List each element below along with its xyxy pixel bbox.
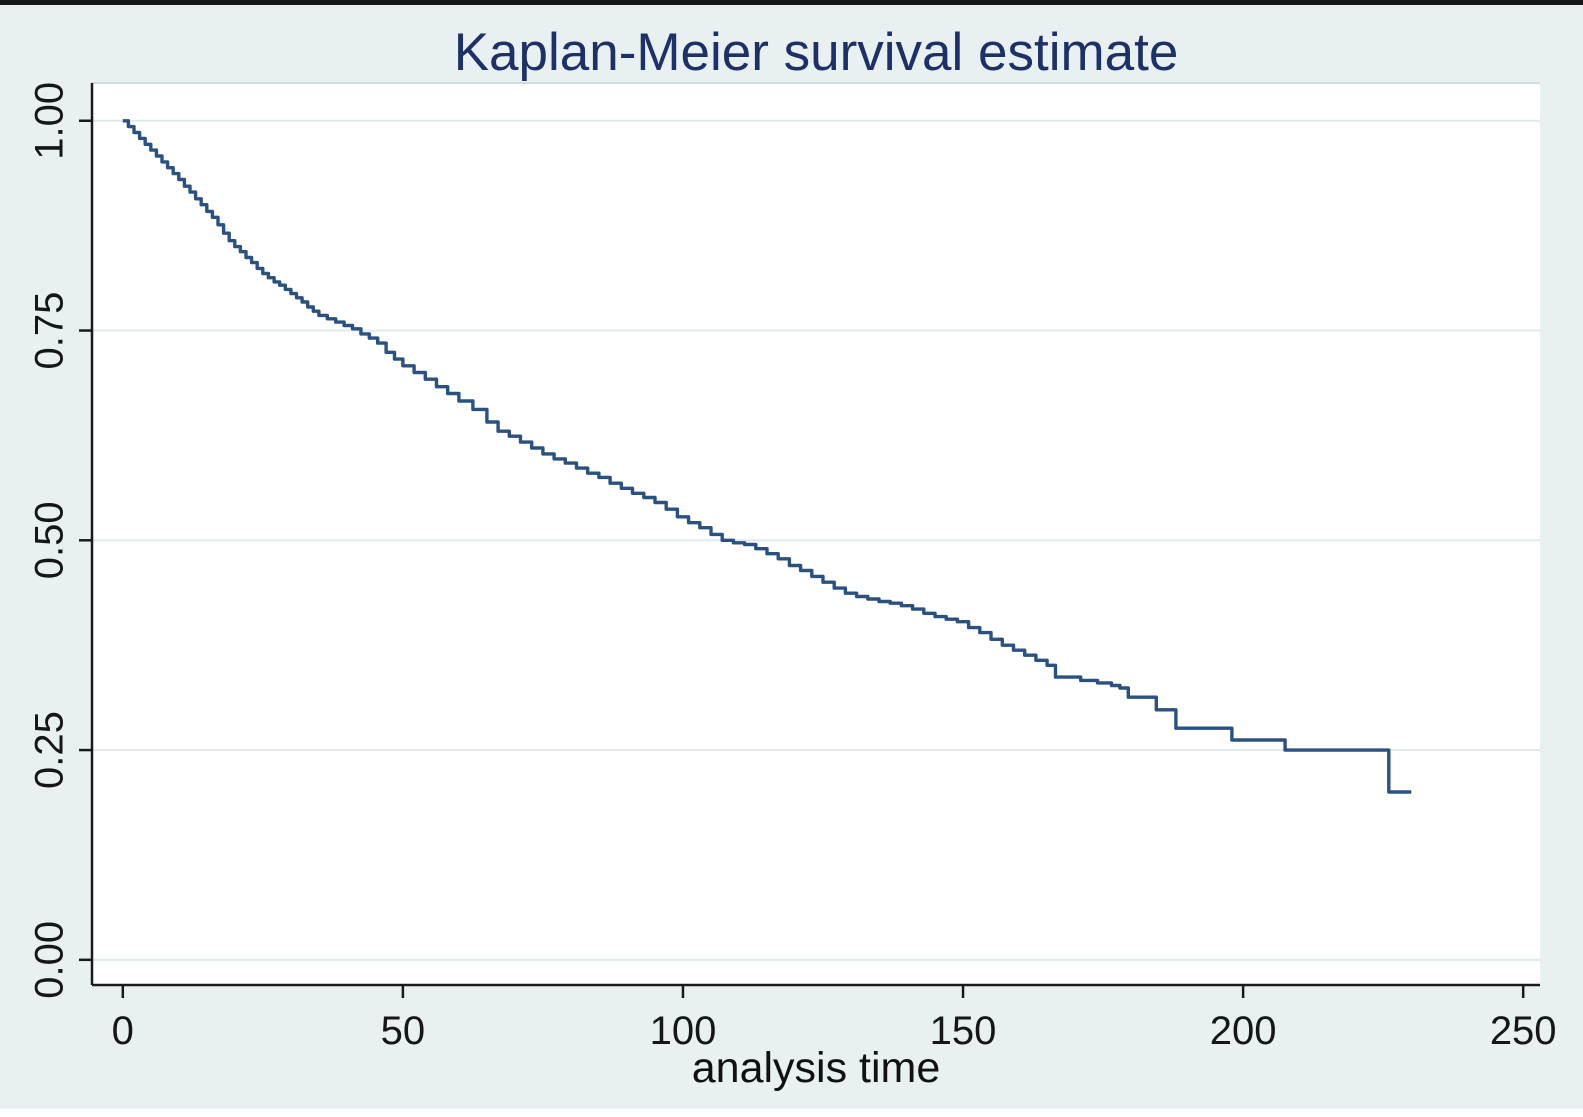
- y-tick-label-0.50: 0.50: [28, 501, 72, 579]
- y-tick-label-0.75: 0.75: [28, 292, 72, 370]
- x-tick-label-50: 50: [381, 1009, 426, 1053]
- top-border-strip: [0, 0, 1583, 5]
- axis-ticks: [79, 119, 1525, 998]
- x-axis-title: analysis time: [692, 1044, 941, 1092]
- y-axis-tick-labels: 0.00 0.25 0.50 0.75 1.00: [28, 82, 72, 999]
- x-axis-tick-labels: 0 50 100 150 200 250: [112, 1009, 1557, 1053]
- plot-area: [92, 83, 1540, 985]
- x-tick-label-150: 150: [930, 1009, 997, 1053]
- bottom-white-strip: [0, 1109, 1583, 1117]
- y-tick-label-1.00: 1.00: [28, 82, 72, 160]
- x-tick-label-0: 0: [112, 1009, 134, 1053]
- y-tick-label-0.25: 0.25: [28, 711, 72, 789]
- x-tick-label-200: 200: [1210, 1009, 1277, 1053]
- axes: [90, 83, 1540, 987]
- chart-title: Kaplan-Meier survival estimate: [454, 23, 1179, 82]
- survival-curve: [122, 119, 1412, 794]
- x-tick-label-100: 100: [650, 1009, 717, 1053]
- x-tick-label-250: 250: [1490, 1009, 1557, 1053]
- y-tick-label-0.00: 0.00: [28, 921, 72, 999]
